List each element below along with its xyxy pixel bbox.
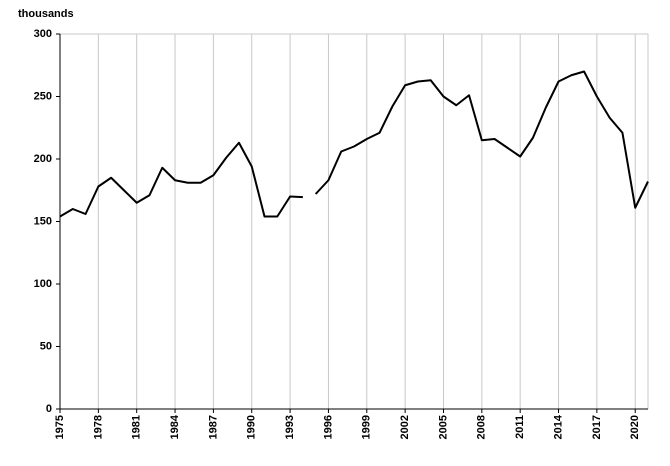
x-tick-label: 2002 bbox=[399, 415, 411, 439]
data-line bbox=[59, 141, 303, 218]
x-tick-label: 1990 bbox=[246, 415, 258, 439]
x-tick-label: 2008 bbox=[476, 415, 488, 439]
x-tick-label: 1996 bbox=[322, 415, 334, 439]
y-tick-label: 150 bbox=[34, 215, 52, 227]
x-tick-label: 2011 bbox=[514, 415, 526, 439]
y-tick-label: 200 bbox=[34, 153, 52, 165]
x-tick-label: 1975 bbox=[54, 415, 66, 439]
x-tick-label: 2005 bbox=[437, 415, 449, 439]
x-tick-label: 1984 bbox=[169, 414, 181, 439]
y-axis-label: thousands bbox=[18, 8, 74, 20]
x-tick-label: 1981 bbox=[131, 415, 143, 439]
y-tick-label: 250 bbox=[34, 90, 52, 102]
x-tick-label: 2014 bbox=[552, 414, 564, 439]
y-tick-label: 50 bbox=[40, 340, 52, 352]
data-line bbox=[314, 70, 649, 209]
x-tick-label: 1987 bbox=[207, 415, 219, 439]
x-tick-label: 2020 bbox=[629, 415, 641, 439]
x-tick-label: 1999 bbox=[361, 415, 373, 439]
x-tick-label: 1978 bbox=[92, 415, 104, 439]
y-tick-label: 300 bbox=[34, 28, 52, 40]
x-tick-label: 2017 bbox=[591, 415, 603, 439]
y-tick-label: 0 bbox=[46, 403, 52, 415]
x-tick-label: 1993 bbox=[284, 415, 296, 439]
y-tick-label: 100 bbox=[34, 278, 52, 290]
